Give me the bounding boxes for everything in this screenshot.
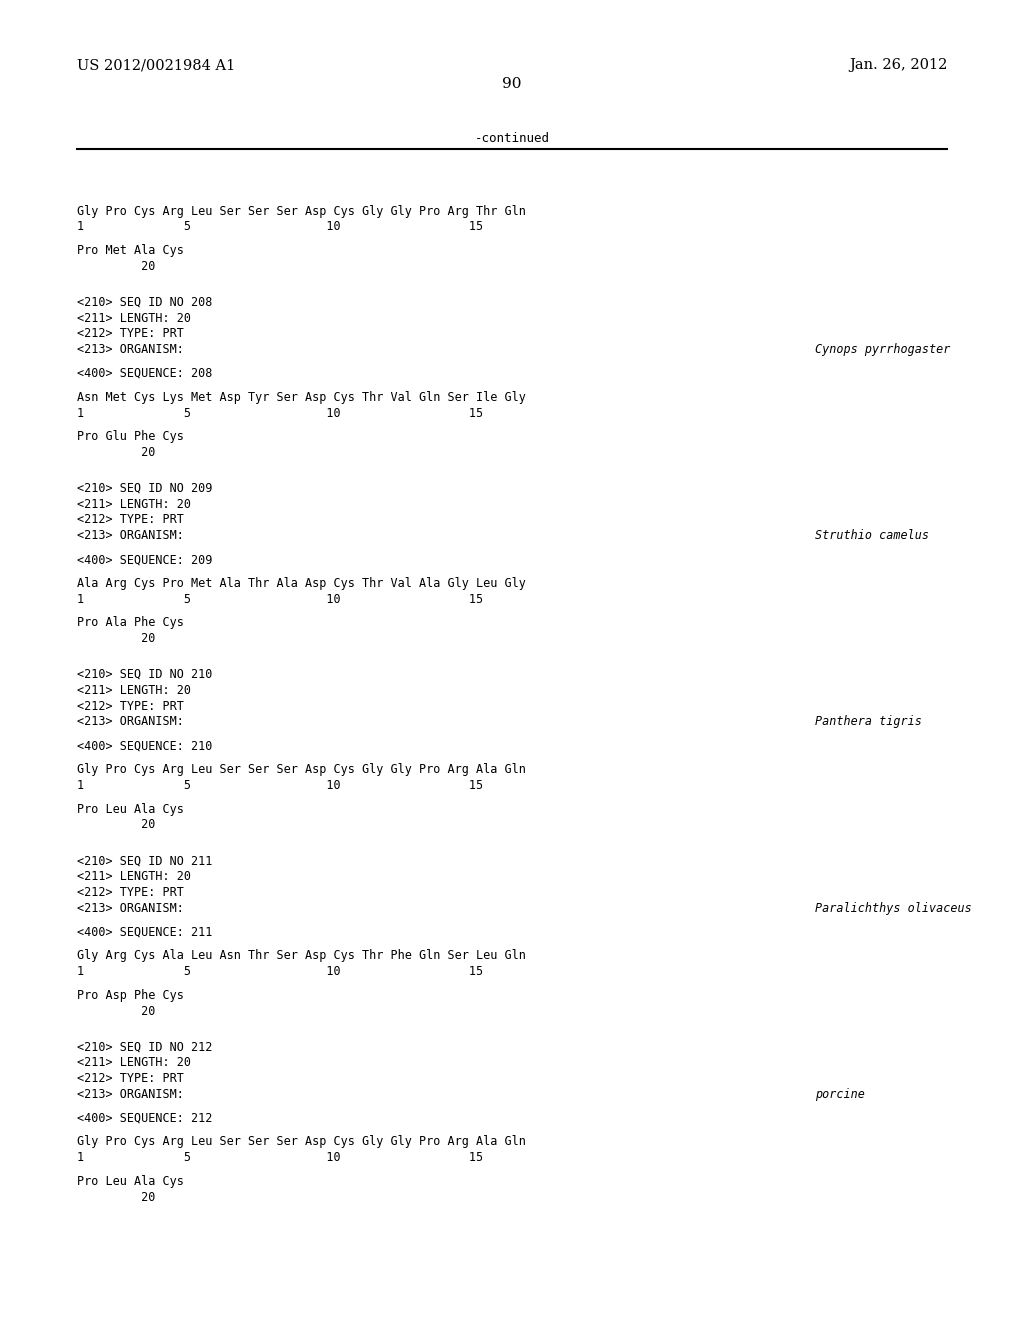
Text: Jan. 26, 2012: Jan. 26, 2012 (849, 58, 947, 73)
Text: Pro Met Ala Cys: Pro Met Ala Cys (77, 244, 183, 257)
Text: Gly Arg Cys Ala Leu Asn Thr Ser Asp Cys Thr Phe Gln Ser Leu Gln: Gly Arg Cys Ala Leu Asn Thr Ser Asp Cys … (77, 949, 525, 962)
Text: 20: 20 (77, 1005, 156, 1018)
Text: Ala Arg Cys Pro Met Ala Thr Ala Asp Cys Thr Val Ala Gly Leu Gly: Ala Arg Cys Pro Met Ala Thr Ala Asp Cys … (77, 577, 525, 590)
Text: <210> SEQ ID NO 210: <210> SEQ ID NO 210 (77, 668, 212, 681)
Text: <211> LENGTH: 20: <211> LENGTH: 20 (77, 1056, 190, 1069)
Text: <210> SEQ ID NO 212: <210> SEQ ID NO 212 (77, 1040, 212, 1053)
Text: 1              5                   10                  15: 1 5 10 15 (77, 407, 483, 420)
Text: 1              5                   10                  15: 1 5 10 15 (77, 593, 483, 606)
Text: <211> LENGTH: 20: <211> LENGTH: 20 (77, 312, 190, 325)
Text: <213> ORGANISM:: <213> ORGANISM: (77, 1088, 190, 1101)
Text: <213> ORGANISM:: <213> ORGANISM: (77, 715, 190, 729)
Text: Pro Glu Phe Cys: Pro Glu Phe Cys (77, 430, 183, 444)
Text: <212> TYPE: PRT: <212> TYPE: PRT (77, 513, 183, 527)
Text: -continued: -continued (474, 132, 550, 145)
Text: Paralichthys olivaceus: Paralichthys olivaceus (815, 902, 972, 915)
Text: Panthera tigris: Panthera tigris (815, 715, 922, 729)
Text: <211> LENGTH: 20: <211> LENGTH: 20 (77, 684, 190, 697)
Text: 20: 20 (77, 632, 156, 645)
Text: <212> TYPE: PRT: <212> TYPE: PRT (77, 886, 183, 899)
Text: 1              5                   10                  15: 1 5 10 15 (77, 220, 483, 234)
Text: <213> ORGANISM:: <213> ORGANISM: (77, 902, 190, 915)
Text: 90: 90 (502, 77, 522, 91)
Text: 1              5                   10                  15: 1 5 10 15 (77, 779, 483, 792)
Text: <212> TYPE: PRT: <212> TYPE: PRT (77, 327, 183, 341)
Text: <211> LENGTH: 20: <211> LENGTH: 20 (77, 498, 190, 511)
Text: 1              5                   10                  15: 1 5 10 15 (77, 1151, 483, 1164)
Text: <213> ORGANISM:: <213> ORGANISM: (77, 343, 190, 356)
Text: porcine: porcine (815, 1088, 865, 1101)
Text: <211> LENGTH: 20: <211> LENGTH: 20 (77, 870, 190, 883)
Text: Gly Pro Cys Arg Leu Ser Ser Ser Asp Cys Gly Gly Pro Arg Ala Gln: Gly Pro Cys Arg Leu Ser Ser Ser Asp Cys … (77, 763, 525, 776)
Text: Pro Leu Ala Cys: Pro Leu Ala Cys (77, 1175, 183, 1188)
Text: Pro Asp Phe Cys: Pro Asp Phe Cys (77, 989, 183, 1002)
Text: 20: 20 (77, 1191, 156, 1204)
Text: <210> SEQ ID NO 211: <210> SEQ ID NO 211 (77, 854, 212, 867)
Text: <400> SEQUENCE: 212: <400> SEQUENCE: 212 (77, 1111, 212, 1125)
Text: <212> TYPE: PRT: <212> TYPE: PRT (77, 700, 183, 713)
Text: Pro Leu Ala Cys: Pro Leu Ala Cys (77, 803, 183, 816)
Text: Struthio camelus: Struthio camelus (815, 529, 929, 543)
Text: Gly Pro Cys Arg Leu Ser Ser Ser Asp Cys Gly Gly Pro Arg Thr Gln: Gly Pro Cys Arg Leu Ser Ser Ser Asp Cys … (77, 205, 525, 218)
Text: <213> ORGANISM:: <213> ORGANISM: (77, 529, 190, 543)
Text: <400> SEQUENCE: 210: <400> SEQUENCE: 210 (77, 739, 212, 752)
Text: 20: 20 (77, 446, 156, 459)
Text: Gly Pro Cys Arg Leu Ser Ser Ser Asp Cys Gly Gly Pro Arg Ala Gln: Gly Pro Cys Arg Leu Ser Ser Ser Asp Cys … (77, 1135, 525, 1148)
Text: 20: 20 (77, 260, 156, 273)
Text: Cynops pyrrhogaster: Cynops pyrrhogaster (815, 343, 950, 356)
Text: <400> SEQUENCE: 208: <400> SEQUENCE: 208 (77, 367, 212, 380)
Text: Asn Met Cys Lys Met Asp Tyr Ser Asp Cys Thr Val Gln Ser Ile Gly: Asn Met Cys Lys Met Asp Tyr Ser Asp Cys … (77, 391, 525, 404)
Text: <210> SEQ ID NO 208: <210> SEQ ID NO 208 (77, 296, 212, 309)
Text: <212> TYPE: PRT: <212> TYPE: PRT (77, 1072, 183, 1085)
Text: 1              5                   10                  15: 1 5 10 15 (77, 965, 483, 978)
Text: 20: 20 (77, 818, 156, 832)
Text: <400> SEQUENCE: 211: <400> SEQUENCE: 211 (77, 925, 212, 939)
Text: Pro Ala Phe Cys: Pro Ala Phe Cys (77, 616, 183, 630)
Text: <400> SEQUENCE: 209: <400> SEQUENCE: 209 (77, 553, 212, 566)
Text: <210> SEQ ID NO 209: <210> SEQ ID NO 209 (77, 482, 212, 495)
Text: US 2012/0021984 A1: US 2012/0021984 A1 (77, 58, 236, 73)
